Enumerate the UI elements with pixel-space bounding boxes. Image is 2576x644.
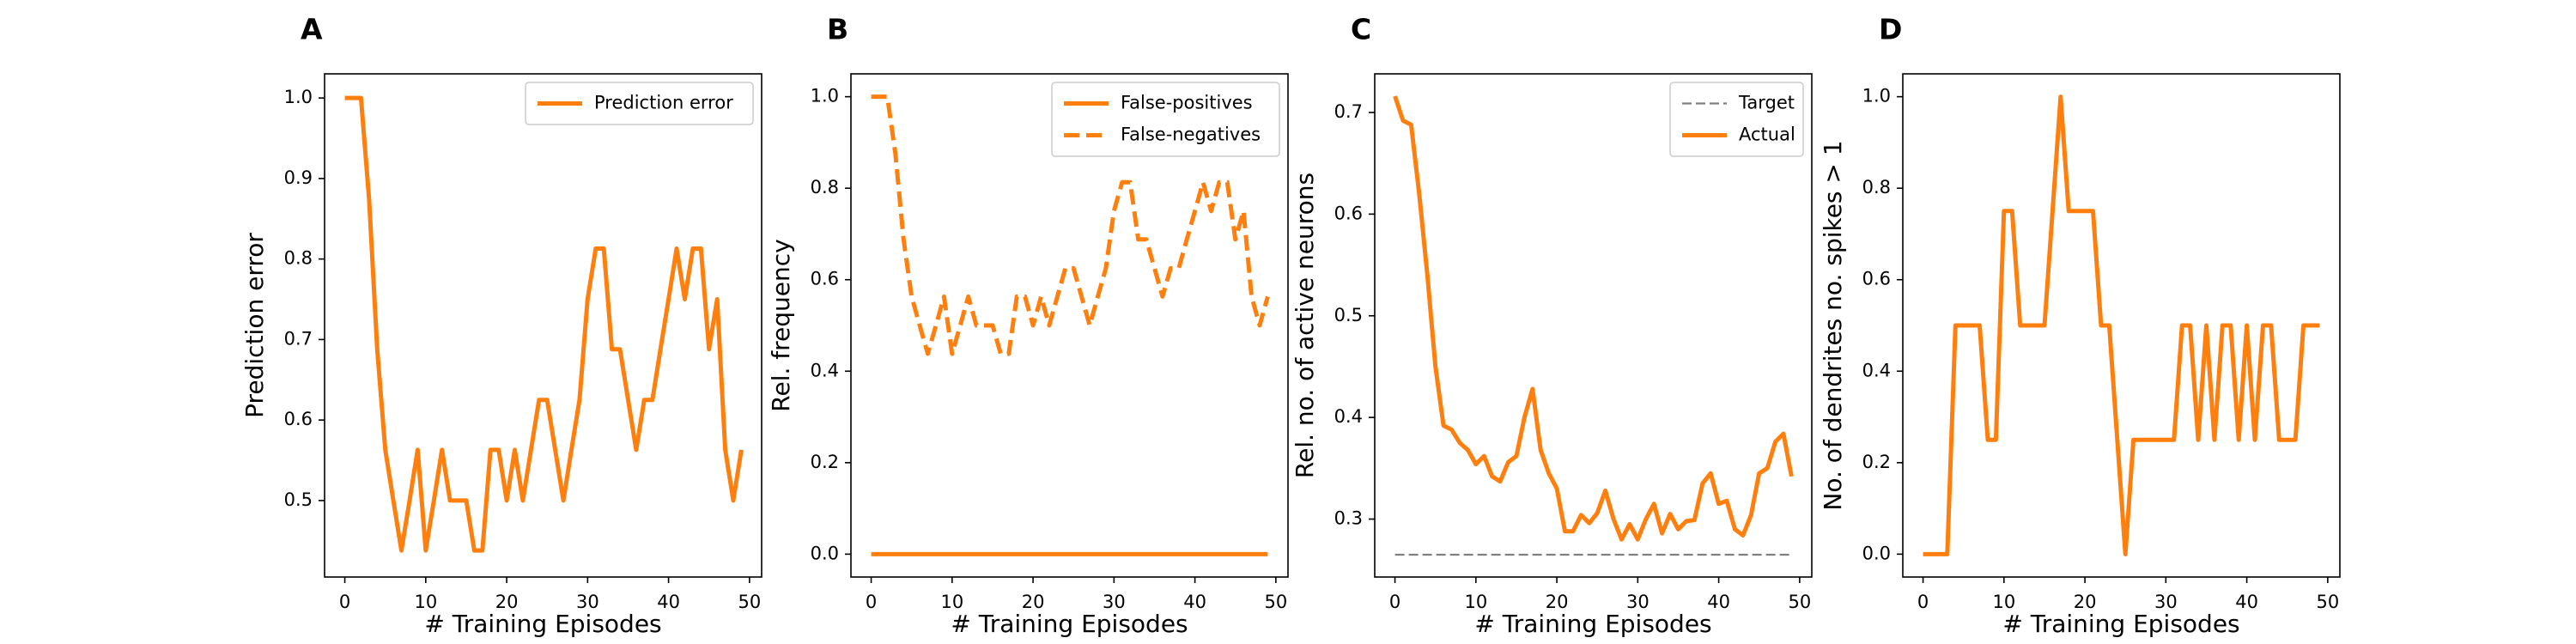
y-tick-label: 0.4 bbox=[1334, 406, 1363, 427]
panel-label: C bbox=[1351, 13, 1371, 46]
y-tick-label: 0.3 bbox=[1334, 508, 1363, 529]
y-tick-label: 0.7 bbox=[1334, 101, 1363, 122]
x-axis-label: # Training Episodes bbox=[2002, 610, 2239, 638]
legend-label: False-negatives bbox=[1121, 125, 1261, 145]
y-tick-label: 1.0 bbox=[284, 87, 313, 107]
legend: Target Actual bbox=[1669, 82, 1804, 157]
panel-label: D bbox=[1879, 13, 1902, 46]
axes-frame bbox=[1374, 73, 1813, 578]
x-tick-label: 10 bbox=[1464, 592, 1487, 612]
x-tick-label: 20 bbox=[1022, 592, 1045, 612]
x-tick-label: 30 bbox=[1103, 592, 1126, 612]
y-tick-label: 0.4 bbox=[811, 360, 839, 380]
y-tick-label: 0.6 bbox=[1334, 203, 1363, 223]
legend-label: Prediction error bbox=[594, 93, 733, 113]
legend-box bbox=[1669, 82, 1804, 157]
panel-label: A bbox=[301, 13, 323, 46]
series-line-data bbox=[1923, 94, 2320, 556]
y-tick-label: 0.6 bbox=[811, 269, 839, 289]
x-tick-label: 20 bbox=[1546, 592, 1569, 612]
y-tick-label: 0.6 bbox=[1862, 269, 1891, 289]
y-axis-label: Prediction error bbox=[240, 233, 269, 418]
y-tick-label: 0.0 bbox=[811, 543, 839, 563]
panel-b: B 0 10 20 30 40 50 0.0 0.2 0.4 0.6 0.8 1.0 # Training… bbox=[767, 13, 1289, 638]
x-tick-label: 30 bbox=[2154, 592, 2178, 612]
x-tick-label: 20 bbox=[495, 592, 519, 612]
x-axis-label: # Training Episodes bbox=[951, 610, 1188, 638]
y-tick-label: 0.4 bbox=[1862, 360, 1891, 380]
x-tick-label: 0 bbox=[866, 592, 877, 612]
x-tick-label: 50 bbox=[1264, 592, 1287, 612]
y-tick-label: 0.6 bbox=[284, 409, 313, 429]
y-tick-label: 0.8 bbox=[284, 248, 313, 269]
x-tick-label: 10 bbox=[940, 592, 963, 612]
y-tick-label: 0.9 bbox=[284, 167, 313, 188]
legend: False-positives False-negatives bbox=[1051, 82, 1280, 157]
y-tick-label: 1.0 bbox=[1862, 86, 1891, 106]
y-tick-label: 0.8 bbox=[811, 177, 839, 197]
panel-label: B bbox=[827, 13, 848, 46]
x-tick-label: 50 bbox=[1788, 592, 1811, 612]
y-tick-label: 0.5 bbox=[284, 489, 313, 510]
x-tick-label: 0 bbox=[1917, 592, 1929, 612]
y-tick-label: 0.8 bbox=[1862, 177, 1891, 197]
x-tick-label: 0 bbox=[1389, 592, 1400, 612]
x-tick-label: 0 bbox=[339, 592, 350, 612]
x-tick-label: 40 bbox=[1707, 592, 1730, 612]
x-tick-label: 50 bbox=[738, 592, 761, 612]
axes-frame bbox=[850, 73, 1289, 578]
x-tick-label: 40 bbox=[1183, 592, 1206, 612]
x-tick-label: 40 bbox=[2235, 592, 2258, 612]
axes-frame bbox=[324, 73, 762, 578]
x-axis-label: # Training Episodes bbox=[1474, 610, 1711, 638]
y-tick-label: 0.7 bbox=[284, 328, 313, 349]
y-tick-label: 1.0 bbox=[811, 86, 839, 106]
x-tick-label: 10 bbox=[414, 592, 437, 612]
x-tick-label: 20 bbox=[2074, 592, 2097, 612]
panel-c: C 0 10 20 30 40 50 0.3 0.4 0.5 0.6 0.7 # Training Ep… bbox=[1291, 13, 1813, 638]
legend: Prediction error bbox=[525, 82, 754, 125]
legend-label: Target bbox=[1738, 93, 1795, 113]
panel-a: A 0 10 20 30 40 50 0.5 0.6 0.7 0.8 0.9 1.0 # Training… bbox=[240, 13, 762, 638]
y-axis-label: No. of dendrites no. spikes > 1 bbox=[1819, 140, 1847, 510]
y-axis-label: Rel. frequency bbox=[767, 239, 795, 411]
panel-d: D 0 10 20 30 40 50 0.0 0.2 0.4 0.6 0.8 1.0 # Training… bbox=[1819, 13, 2341, 638]
x-tick-label: 30 bbox=[1626, 592, 1649, 612]
legend-label: Actual bbox=[1739, 125, 1795, 145]
y-tick-label: 0.2 bbox=[1862, 452, 1891, 472]
x-tick-label: 30 bbox=[576, 592, 599, 612]
x-axis-label: # Training Episodes bbox=[424, 610, 661, 638]
legend-box bbox=[525, 82, 754, 125]
x-tick-label: 40 bbox=[657, 592, 680, 612]
x-tick-label: 10 bbox=[1992, 592, 2015, 612]
y-tick-label: 0.2 bbox=[811, 452, 839, 472]
legend-box bbox=[1051, 82, 1280, 157]
x-tick-label: 50 bbox=[2316, 592, 2339, 612]
axes-frame bbox=[1902, 73, 2341, 578]
y-tick-label: 0.5 bbox=[1334, 305, 1363, 325]
y-axis-label: Rel. no. of active neurons bbox=[1291, 173, 1319, 478]
series-line-actual bbox=[1393, 95, 1794, 542]
legend-label: False-positives bbox=[1121, 93, 1253, 113]
y-tick-label: 0.0 bbox=[1862, 543, 1891, 563]
series-line-prediction-error bbox=[344, 95, 744, 553]
